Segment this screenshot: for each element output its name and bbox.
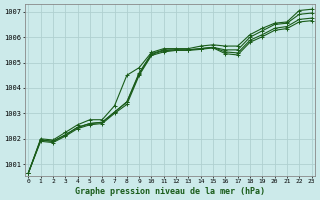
X-axis label: Graphe pression niveau de la mer (hPa): Graphe pression niveau de la mer (hPa)	[75, 187, 265, 196]
